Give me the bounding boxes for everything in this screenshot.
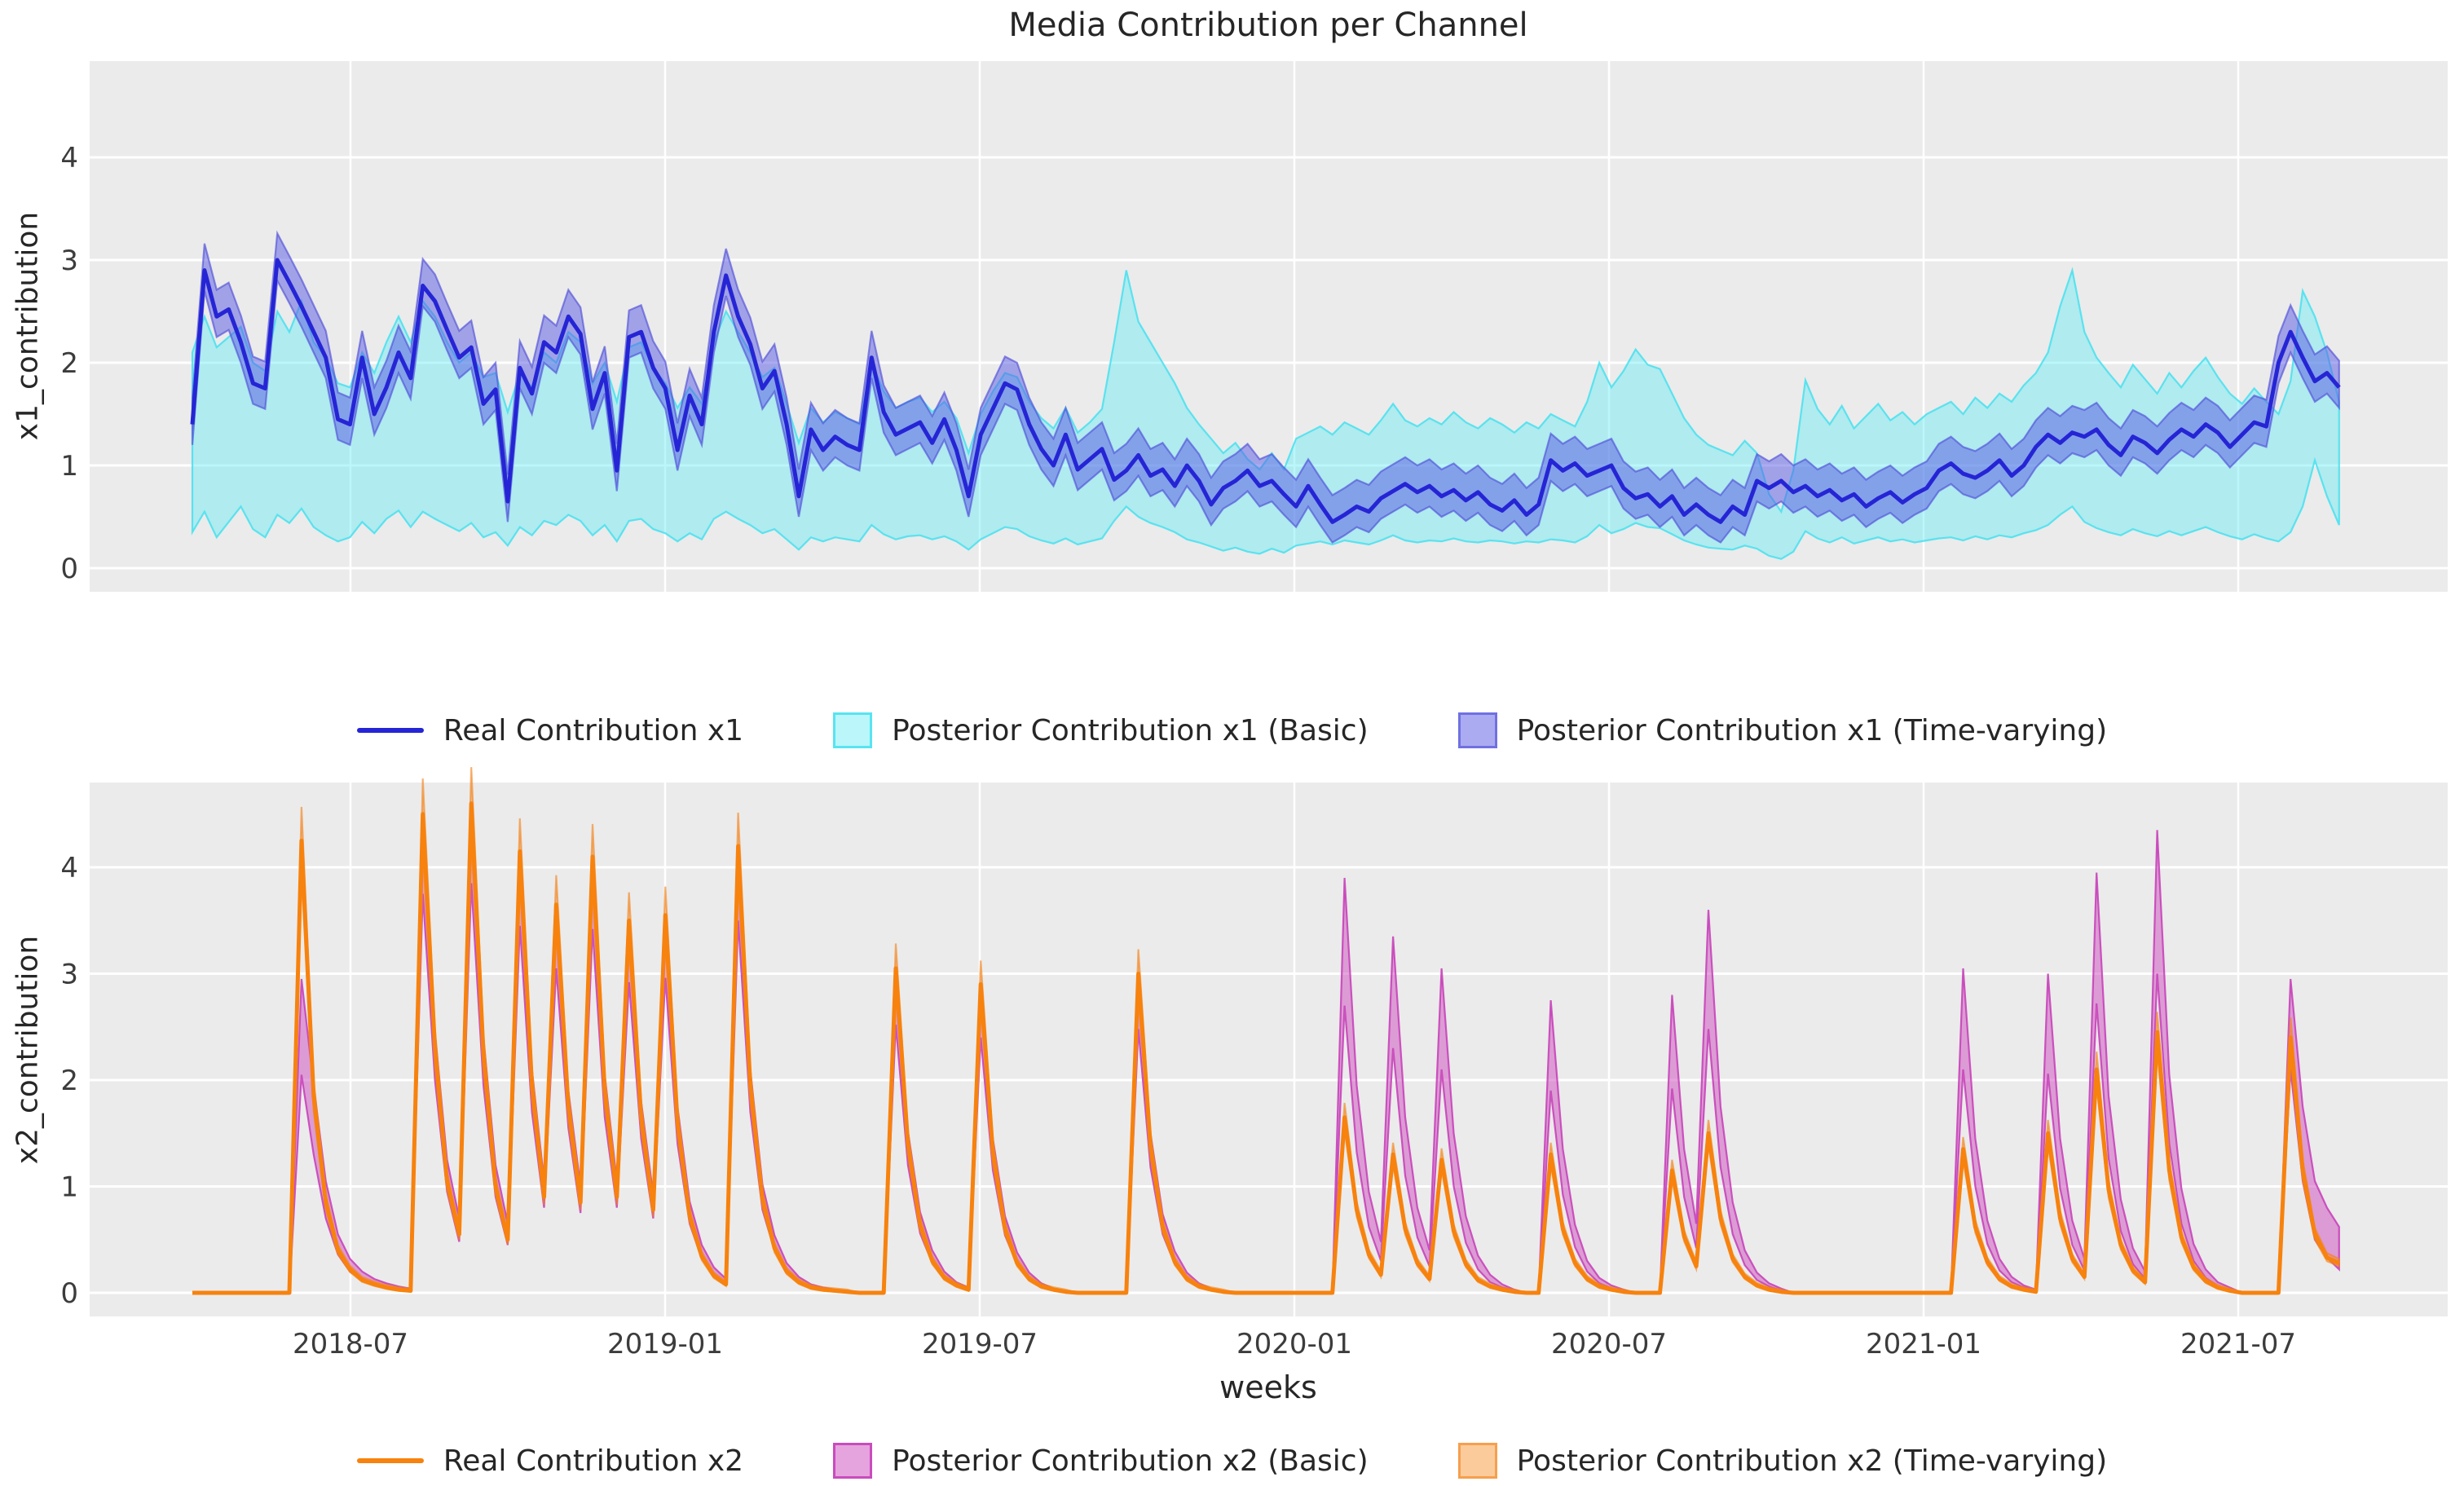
- xtick-label: 2021-07: [2180, 1328, 2296, 1360]
- legend-line-swatch-x1-real: [356, 728, 424, 733]
- xtick-label: 2019-07: [922, 1328, 1038, 1360]
- ytick-label: 3: [60, 245, 78, 277]
- legend-item-x1-real: Real Contribution x1: [356, 713, 744, 747]
- legend-label-x1-basic: Posterior Contribution x1 (Basic): [892, 713, 1369, 747]
- legend-patch-swatch-x1-basic: [833, 712, 873, 748]
- ytick-label: 2: [60, 1065, 78, 1097]
- x-axis-label: weeks: [1219, 1369, 1317, 1405]
- legend-label-x1-real: Real Contribution x1: [443, 713, 744, 747]
- ytick-label: 0: [60, 553, 78, 585]
- x2-real-line: [192, 801, 2340, 1295]
- x1-real-line: [190, 258, 2341, 524]
- legend-patch-swatch-x2-timevarying: [1457, 1443, 1497, 1479]
- ytick-label: 1: [60, 450, 78, 483]
- legend-item-x1-basic: Posterior Contribution x1 (Basic): [833, 712, 1369, 748]
- legend-label-x1-timevarying: Posterior Contribution x1 (Time-varying): [1516, 713, 2108, 747]
- x1-timevarying-posterior-band: [191, 230, 2340, 544]
- legend-item-x1-timevarying: Posterior Contribution x1 (Time-varying): [1457, 712, 2108, 748]
- ytick-label: 4: [60, 142, 78, 174]
- legend-patch-swatch-x1-timevarying: [1457, 712, 1497, 748]
- legend-line-swatch-x2-real: [356, 1458, 424, 1463]
- ytick-label: 1: [60, 1171, 78, 1204]
- xtick-label: 2020-07: [1551, 1328, 1667, 1360]
- ytick-label: 2: [60, 347, 78, 380]
- xtick-label: 2021-01: [1866, 1328, 1981, 1360]
- legend-patch-swatch-x2-basic: [833, 1443, 873, 1479]
- y-axis-label-x2: x2_contribution: [11, 935, 45, 1165]
- ytick-label: 0: [60, 1277, 78, 1310]
- legend-item-x2-real: Real Contribution x2: [356, 1444, 744, 1478]
- chart-title: Media Contribution per Channel: [1008, 7, 1528, 44]
- legend-item-x2-basic: Posterior Contribution x2 (Basic): [833, 1443, 1369, 1479]
- ytick-label: 3: [60, 959, 78, 991]
- legend-label-x2-basic: Posterior Contribution x2 (Basic): [892, 1444, 1369, 1478]
- legend-label-x2-real: Real Contribution x2: [443, 1444, 744, 1478]
- xtick-label: 2019-01: [607, 1328, 723, 1360]
- legend-item-x2-timevarying: Posterior Contribution x2 (Time-varying): [1457, 1443, 2108, 1479]
- legend-x2: Real Contribution x2 Posterior Contribut…: [0, 1428, 2464, 1486]
- xtick-label: 2020-01: [1236, 1328, 1352, 1360]
- y-axis-label-x1: x1_contribution: [11, 211, 45, 441]
- legend-x1: Real Contribution x1 Posterior Contribut…: [0, 698, 2464, 763]
- xtick-label: 2018-07: [293, 1328, 408, 1360]
- ytick-label: 4: [60, 852, 78, 884]
- legend-label-x2-timevarying: Posterior Contribution x2 (Time-varying): [1516, 1444, 2108, 1478]
